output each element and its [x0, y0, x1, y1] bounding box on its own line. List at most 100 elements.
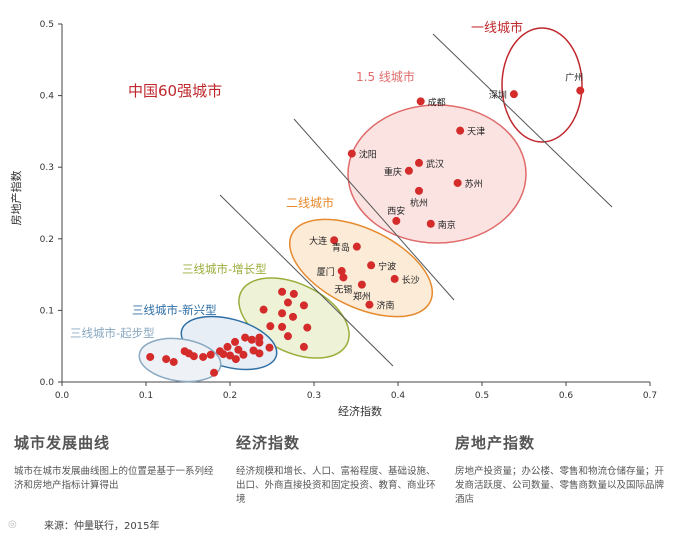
x-tick-label: 0.7 [643, 391, 657, 401]
point-label: 无锡 [334, 284, 352, 295]
data-point [456, 126, 465, 135]
data-point [199, 352, 208, 361]
curve-body: 城市在城市发展曲线图上的位置是基于一系列经济和房地产指标计算得出 [14, 466, 214, 491]
data-point [266, 322, 275, 331]
data-point [426, 219, 435, 228]
tier-regions [138, 27, 583, 383]
point-label: 大连 [309, 235, 327, 247]
point-label: 宁波 [378, 260, 396, 272]
data-point [365, 300, 374, 309]
data-point [223, 342, 232, 351]
x-axis-label: 经济指数 [338, 404, 382, 418]
data-point [357, 280, 366, 289]
data-point [146, 352, 155, 361]
data-point [259, 305, 268, 314]
data-point [278, 322, 287, 331]
data-point [289, 312, 297, 321]
point-label: 济南 [376, 300, 394, 312]
axes: 0.0 0.1 0.2 0.3 0.4 0.5 0.6 0.7 0.0 0.1 0.2 0.3 0.4 0… [40, 20, 657, 401]
tier-label-2: 1.5 线城市 [356, 69, 415, 84]
source-note: 来源：仲量联行，2015年 [44, 521, 160, 532]
data-point [226, 351, 234, 360]
tier-divider-2 [293, 118, 455, 301]
data-point [219, 350, 228, 359]
data-point [255, 349, 264, 358]
economic-body: 经济规模和增长、人口、富裕程度、基础设施、出口、外商直接投资和固定投资、教育、商… [236, 466, 436, 505]
tier-divider-3 [219, 194, 394, 367]
point-label: 南京 [438, 219, 456, 231]
point-label: 长沙 [402, 274, 420, 286]
data-point [162, 355, 171, 364]
x-tick-label: 0.4 [391, 391, 406, 401]
y-tick-label: 0.3 [40, 163, 54, 173]
point-label: 郑州 [353, 291, 371, 303]
data-point [352, 242, 361, 251]
data-point [339, 273, 348, 282]
point-label: 深圳 [489, 90, 507, 101]
tier-region-6 [138, 337, 222, 383]
curve-title: 城市发展曲线 [14, 434, 111, 452]
tier-region-3 [288, 218, 434, 318]
data-point [299, 342, 308, 351]
x-tick-label: 0.0 [55, 391, 70, 401]
data-point [416, 97, 425, 106]
data-point [210, 368, 219, 377]
tier-label-5: 三线城市-新兴型 [132, 303, 217, 317]
data-point [247, 335, 256, 344]
tier-label-4: 三线城市-增长型 [182, 262, 267, 276]
economic-section: 经济指数 经济规模和增长、人口、富裕程度、基础设施、出口、外商直接投资和固定投资… [236, 432, 436, 507]
data-point [404, 166, 413, 175]
point-label: 天津 [467, 127, 485, 138]
y-tick-label: 0.4 [40, 92, 55, 102]
y-tick-label: 0.2 [40, 235, 54, 245]
watermark-icon: ◎ [8, 519, 17, 530]
realestate-title: 房地产指数 [455, 434, 536, 452]
data-point [169, 357, 178, 366]
realestate-section: 房地产指数 房地产投资量；办公楼、零售和物流仓储存量；开发商活跃度、公司数量、零… [455, 432, 667, 507]
point-label: 杭州 [410, 197, 428, 209]
tier-label-6: 三线城市-起步型 [70, 326, 155, 340]
x-tick-label: 0.3 [307, 391, 321, 401]
data-point [189, 352, 198, 361]
data-point [231, 355, 240, 364]
scatter-chart: 房地产指数 经济指数 中国60强城市 0.0 0.1 0.2 0.3 0.4 0.5 0.6… [9, 20, 657, 418]
data-point [234, 345, 243, 354]
x-tick-label: 0.5 [475, 391, 489, 401]
data-point [337, 267, 346, 276]
curve-section: 城市发展曲线 城市在城市发展曲线图上的位置是基于一系列经济和房地产指标计算得出 [14, 432, 214, 493]
data-point [390, 274, 399, 283]
chart-title: 中国60强城市 [128, 82, 222, 100]
point-label: 西安 [387, 205, 405, 217]
tier-dividers [219, 33, 613, 367]
data-point [367, 261, 376, 270]
realestate-body: 房地产投资量；办公楼、零售和物流仓储存量；开发商活跃度、公司数量、零售商数量以及… [455, 466, 665, 505]
point-label: 武汉 [426, 158, 444, 170]
data-point [206, 350, 215, 359]
data-point [241, 333, 250, 342]
point-label: 青岛 [332, 242, 350, 254]
data-point [415, 158, 423, 167]
point-label: 重庆 [384, 166, 402, 178]
tier-label-1: 一线城市 [471, 20, 523, 36]
x-tick-label: 0.2 [223, 391, 237, 401]
data-point [289, 289, 298, 298]
point-label: 成都 [428, 96, 446, 108]
data-point [415, 186, 423, 195]
point-label: 厦门 [317, 266, 335, 278]
point-label: 广州 [565, 72, 583, 84]
data-point [283, 298, 292, 307]
data-point [509, 90, 518, 99]
data-point [278, 309, 287, 318]
data-point [239, 350, 248, 359]
data-point [347, 149, 356, 158]
data-point [231, 337, 240, 346]
x-tick-label: 0.1 [139, 391, 153, 401]
data-point [278, 287, 287, 296]
tier-divider-1 [432, 33, 613, 208]
data-point [283, 332, 292, 341]
data-point [576, 86, 585, 95]
economic-title: 经济指数 [236, 434, 301, 452]
y-axis-label: 房地产指数 [9, 171, 23, 226]
